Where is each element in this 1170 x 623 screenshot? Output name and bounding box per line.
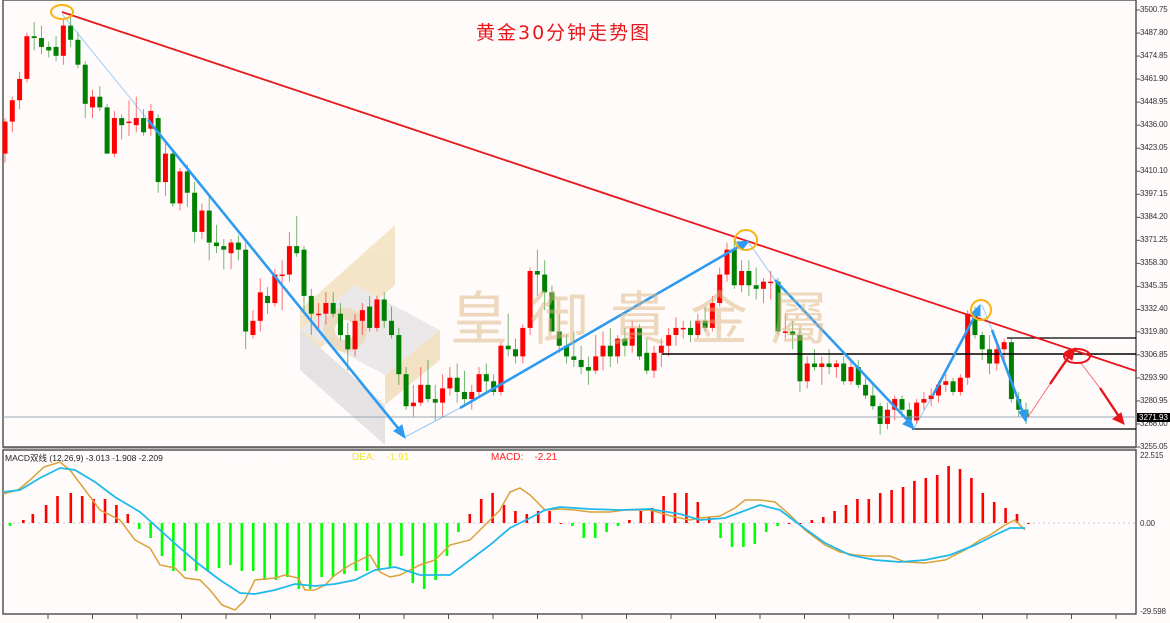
price-axis-label: 3487.80 (1140, 28, 1168, 38)
price-axis-label: 3371.25 (1140, 235, 1168, 245)
chart-title: 黄金30分钟走势图 (476, 22, 652, 44)
price-axis-label: 3436.00 (1140, 120, 1168, 130)
price-axis-label: 3332.40 (1140, 304, 1168, 314)
macd-indicator-label: MACD双线 (12,26,9) -3.013 -1.908 -2.209 (5, 453, 163, 463)
price-axis-label: 3255.05 (1140, 442, 1168, 451)
macd-histogram (8, 466, 1030, 589)
price-axis-label: 3410.10 (1140, 166, 1168, 176)
price-axis-label: 3306.85 (1140, 349, 1168, 359)
arrow-head-icon (393, 424, 406, 440)
macd-diff-line (2, 461, 1026, 611)
swing-high-circle-2 (734, 229, 758, 251)
price-axis-label: 3448.95 (1140, 97, 1168, 107)
price-axis-label: 3358.30 (1140, 258, 1168, 268)
macd-panel-frame (2, 449, 1137, 615)
arrow-head-icon (1018, 409, 1029, 424)
price-axis-label: 3280.95 (1140, 395, 1168, 405)
price-axis-label: 3423.05 (1140, 143, 1168, 153)
current-price-tag: 3271.93 (1137, 413, 1170, 422)
macd-value: -2.21 (534, 452, 558, 463)
wave-arrows (61, 13, 1029, 440)
macd-axis-min: -29.598 (1140, 607, 1166, 616)
candlestick-series (2, 13, 1029, 435)
projection-arrows (1027, 346, 1125, 425)
price-axis-label: 3345.35 (1140, 281, 1168, 291)
dea-legend: DEA: -1.91 (352, 452, 409, 463)
macd-axis-zero: 0.00 (1140, 519, 1155, 528)
price-axis-label: 3268.00 (1140, 418, 1168, 428)
dea-label: DEA: (352, 452, 376, 463)
price-axis-label: 3293.90 (1140, 372, 1168, 382)
projected-high-circle (1063, 348, 1091, 364)
swing-high-circle-1 (50, 4, 74, 20)
price-axis-label: 3384.20 (1140, 212, 1168, 222)
price-axis-label: 3319.80 (1140, 326, 1168, 336)
macd-dea-line (2, 467, 1025, 595)
watermark-text: 皇御貴金屬 (450, 285, 851, 353)
arrow-head-icon (1112, 412, 1125, 425)
macd-axis-max: 22.515 (1140, 451, 1164, 460)
arrow-head-icon (970, 303, 981, 317)
price-axis-label: 3500.75 (1140, 5, 1168, 14)
main-panel-frame (2, 0, 1137, 448)
swing-high-circle-3 (970, 299, 992, 321)
diff-label: DIFF: (225, 452, 250, 463)
arrow-head-icon (1063, 346, 1076, 361)
macd-legend: MACD: -2.21 (491, 452, 557, 463)
price-axis-ticks (1136, 9, 1140, 448)
time-axis-ticks (47, 614, 1117, 619)
dea-value: -1.91 (386, 452, 410, 463)
arrow-head-icon (736, 240, 751, 251)
price-axis-label: 3461.90 (1140, 74, 1168, 84)
price-axis-label: 3397.15 (1140, 189, 1168, 199)
downtrend-line[interactable] (61, 11, 1137, 372)
macd-label: MACD: (491, 452, 524, 463)
diff-legend: DIFF: -3.01 (225, 452, 289, 463)
diff-value: -3.01 (266, 452, 290, 463)
arrow-head-icon (902, 417, 915, 430)
price-axis-label: 3474.85 (1140, 51, 1168, 61)
